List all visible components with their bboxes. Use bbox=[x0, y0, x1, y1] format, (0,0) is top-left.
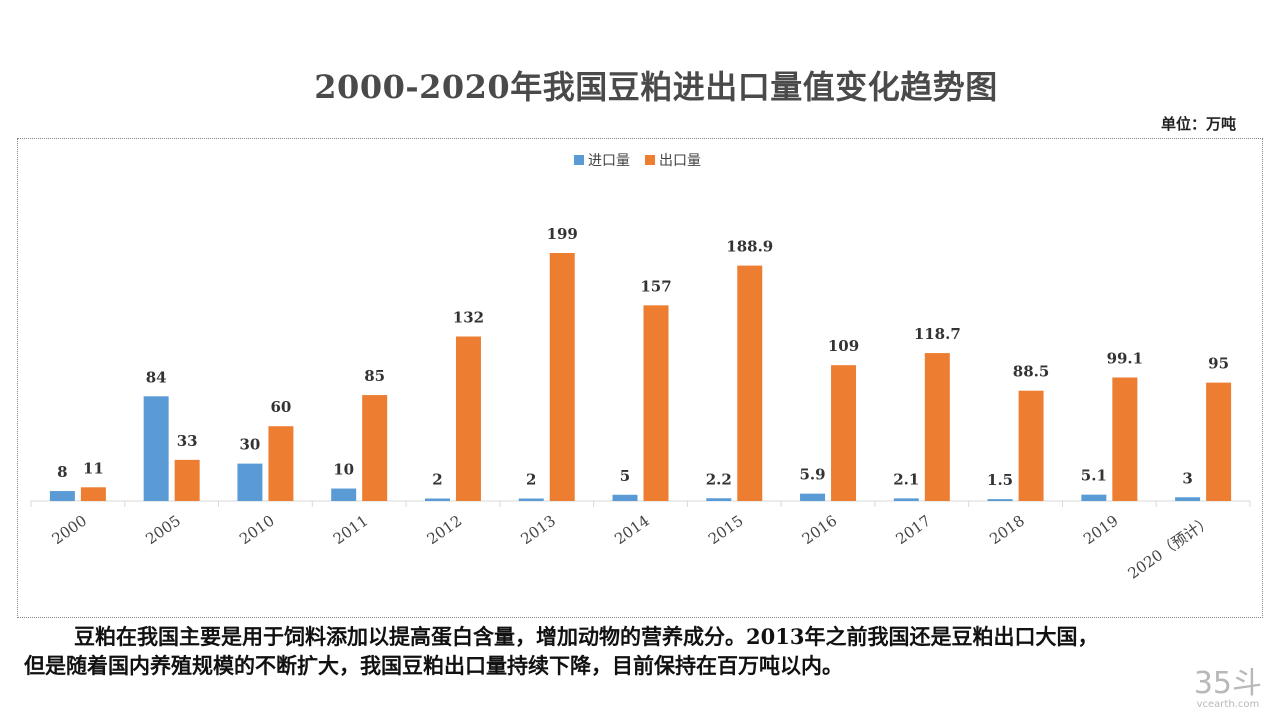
export-value-label: 85 bbox=[364, 367, 385, 385]
import-bar bbox=[49, 491, 75, 501]
import-value-label: 2.2 bbox=[706, 470, 732, 488]
x-tick-label: 2000 bbox=[49, 512, 91, 549]
import-value-label: 5.9 bbox=[799, 466, 825, 484]
legend-label-export: 出口量 bbox=[659, 153, 701, 169]
x-tick-label: 2011 bbox=[330, 512, 372, 549]
export-value-label: 132 bbox=[453, 308, 484, 326]
export-value-label: 118.7 bbox=[914, 325, 961, 343]
import-bar bbox=[1175, 497, 1201, 501]
brand-logo: 35斗 vcearth.com bbox=[1193, 666, 1262, 711]
import-value-label: 5 bbox=[620, 467, 630, 485]
export-bar bbox=[1018, 390, 1044, 501]
import-value-label: 84 bbox=[146, 368, 167, 386]
import-bar bbox=[893, 498, 919, 501]
export-bar bbox=[455, 336, 481, 501]
description: 豆粕在我国主要是用于饲料添加以提高蛋白含量，增加动物的营养成分。2013年之前我… bbox=[24, 622, 1260, 680]
x-tick-label: 2015 bbox=[705, 512, 747, 549]
import-bar bbox=[237, 463, 263, 501]
import-bar bbox=[518, 498, 544, 501]
export-bar bbox=[737, 265, 763, 501]
x-tick-label: 2014 bbox=[611, 512, 653, 549]
export-bar bbox=[549, 253, 575, 501]
export-value-label: 157 bbox=[640, 277, 671, 295]
export-value-label: 95 bbox=[1208, 355, 1229, 373]
logo-mark: 35斗 bbox=[1193, 666, 1262, 701]
export-value-label: 99.1 bbox=[1107, 349, 1144, 367]
legend-swatch-export bbox=[645, 155, 655, 165]
x-tick-label: 2010 bbox=[236, 512, 278, 549]
x-tick-label: 2016 bbox=[799, 512, 841, 549]
export-bar bbox=[1112, 377, 1138, 501]
x-tick-label: 2012 bbox=[424, 512, 466, 549]
import-value-label: 10 bbox=[333, 461, 354, 479]
legend-swatch-import bbox=[574, 155, 584, 165]
export-value-label: 33 bbox=[177, 432, 198, 450]
export-value-label: 109 bbox=[828, 337, 859, 355]
export-value-label: 11 bbox=[83, 459, 104, 477]
export-bar bbox=[1206, 382, 1232, 501]
x-tick-label: 2019 bbox=[1080, 512, 1122, 549]
import-value-label: 30 bbox=[239, 436, 260, 454]
unit-label: 单位：万吨 bbox=[1160, 115, 1236, 133]
chart-area bbox=[17, 138, 1263, 618]
import-bar bbox=[706, 498, 732, 501]
export-bar bbox=[924, 353, 950, 501]
import-bar bbox=[800, 493, 826, 501]
legend-label-import: 进口量 bbox=[588, 153, 630, 169]
description-line-1: 豆粕在我国主要是用于饲料添加以提高蛋白含量，增加动物的营养成分。2013年之前我… bbox=[74, 624, 1099, 649]
description-line-2: 但是随着国内养殖规模的不断扩大，我国豆粕出口量持续下降，目前保持在百万吨以内。 bbox=[24, 653, 843, 678]
bar-chart: 8 11 2000 84 33 2005 30 60 2010 10 85 2011 2 132 2012 2… bbox=[30, 153, 1251, 583]
export-value-label: 188.9 bbox=[726, 238, 773, 256]
chart-title: 2000-2020年我国豆粕进出口量值变化趋势图 bbox=[314, 68, 998, 106]
export-bar bbox=[362, 395, 388, 501]
x-tick-label: 2018 bbox=[986, 512, 1028, 549]
export-bar bbox=[831, 365, 857, 501]
export-bar bbox=[643, 305, 669, 501]
export-value-label: 60 bbox=[270, 398, 291, 416]
import-value-label: 2 bbox=[432, 471, 442, 489]
import-bar bbox=[331, 488, 357, 501]
import-bar bbox=[424, 498, 450, 501]
x-tick-label: 2005 bbox=[142, 512, 184, 549]
export-value-label: 88.5 bbox=[1013, 363, 1050, 381]
x-tick-label: 2017 bbox=[892, 512, 934, 549]
import-value-label: 1.5 bbox=[987, 471, 1013, 489]
export-bar bbox=[80, 487, 106, 501]
import-value-label: 8 bbox=[57, 463, 67, 481]
import-value-label: 2.1 bbox=[893, 470, 919, 488]
export-bar bbox=[268, 426, 294, 501]
export-bar bbox=[174, 459, 200, 501]
import-value-label: 3 bbox=[1182, 469, 1192, 487]
import-bar bbox=[612, 494, 638, 501]
x-tick-label: 2020（预计） bbox=[1125, 512, 1216, 583]
x-tick-label: 2013 bbox=[517, 512, 559, 549]
logo-site: vcearth.com bbox=[1196, 699, 1260, 710]
import-bar bbox=[987, 499, 1013, 501]
import-value-label: 5.1 bbox=[1081, 467, 1107, 485]
import-value-label: 2 bbox=[526, 471, 536, 489]
import-bar bbox=[1081, 494, 1107, 501]
export-value-label: 199 bbox=[547, 225, 578, 243]
import-bar bbox=[143, 396, 169, 501]
